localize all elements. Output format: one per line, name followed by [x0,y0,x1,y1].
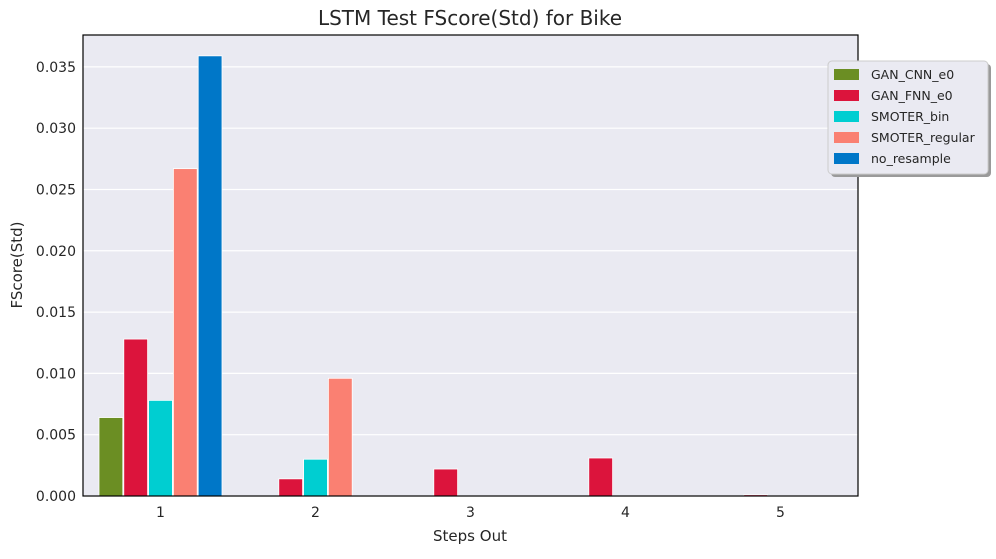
legend-label: GAN_FNN_e0 [871,88,953,103]
bar [278,478,303,497]
y-tick-label: 0.010 [36,366,76,382]
bar [98,417,124,497]
x-tick-label: 3 [466,505,475,521]
y-tick-label: 0.005 [36,428,76,444]
chart-title: LSTM Test FScore(Std) for Bike [318,6,622,30]
bar [172,168,198,497]
legend-swatch [834,153,859,164]
plot-frame [82,34,859,497]
bar [433,468,458,497]
legend-label: SMOTER_regular [871,130,976,145]
y-tick-label: 0.020 [36,244,76,260]
legend-label: SMOTER_bin [871,109,949,124]
x-axis-label: Steps Out [433,527,507,545]
legend-label: no_resample [871,151,951,166]
y-tick-label: 0.025 [36,182,76,198]
y-tick-label: 0.015 [36,305,76,321]
y-tick-label: 0.035 [36,60,76,76]
x-tick-label: 2 [311,505,320,521]
x-axis-ticks: 1 2 3 4 5 [156,505,785,521]
x-tick-label: 1 [156,505,165,521]
y-tick-label: 0.030 [36,121,76,137]
y-tick-label: 0.000 [36,489,76,505]
legend-swatch [834,90,859,101]
legend: GAN_CNN_e0 GAN_FNN_e0 SMOTER_bin SMOTER_reg… [827,60,991,177]
x-tick-label: 4 [621,505,630,521]
legend-swatch [834,111,859,122]
bar [197,55,223,497]
legend-swatch [834,69,859,80]
bar [588,457,613,497]
bar [303,458,328,497]
legend-box [827,60,989,175]
legend-label: GAN_CNN_e0 [871,67,954,82]
y-axis-ticks: 0.000 0.005 0.010 0.015 0.020 0.025 0.030 0.035 [36,60,76,505]
bar [123,338,149,497]
y-axis-label: FScore(Std) [8,221,26,308]
bar [148,399,173,497]
legend-swatch [834,132,859,143]
x-tick-label: 5 [776,505,785,521]
bar [327,377,353,497]
